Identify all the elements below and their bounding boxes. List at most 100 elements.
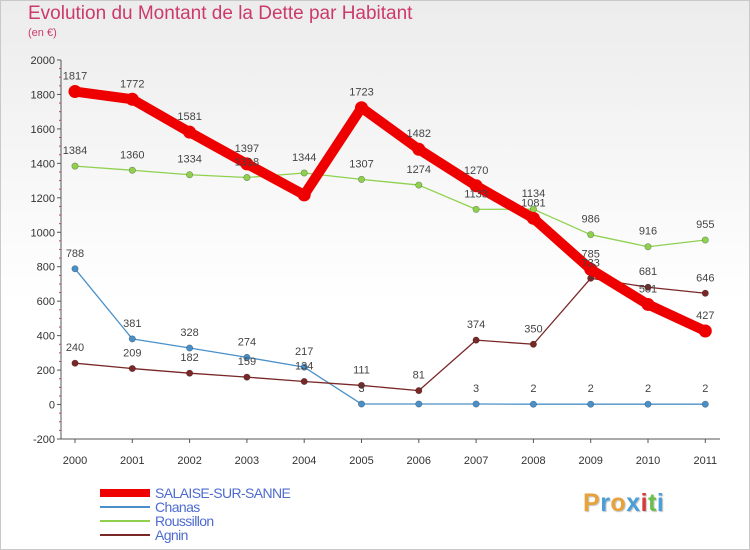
- data-label-roussillon: 986: [582, 214, 600, 226]
- legend-swatch-chanas: [100, 506, 150, 508]
- data-point-chanas: [300, 363, 308, 371]
- data-label-roussillon: 1134: [522, 188, 546, 200]
- data-label-roussillon: 1318: [235, 156, 259, 168]
- data-label-salaise-sur-sanne: 1397: [235, 143, 259, 155]
- data-label-agnin: 350: [524, 323, 542, 335]
- data-label-agnin: 81: [413, 370, 425, 382]
- data-point-agnin: [243, 373, 251, 381]
- data-label-chanas: 2: [588, 383, 594, 395]
- data-point-roussillon: [587, 231, 595, 239]
- data-label-agnin: 240: [66, 342, 84, 354]
- data-point-chanas: [644, 400, 652, 408]
- data-point-chanas: [472, 400, 480, 408]
- data-point-chanas: [71, 265, 79, 273]
- legend-item-chanas: Chanas: [100, 499, 360, 515]
- data-label-roussillon: 916: [639, 226, 657, 238]
- data-point-agnin: [529, 340, 537, 348]
- data-label-salaise-sur-sanne: 785: [582, 248, 600, 260]
- data-point-chanas: [701, 400, 709, 408]
- logo-letter: x: [626, 489, 641, 517]
- data-point-salaise-sur-sanne: [469, 179, 483, 193]
- data-point-roussillon: [186, 171, 194, 179]
- x-tick-label: 2000: [63, 455, 87, 467]
- legend-swatch-roussillon: [100, 520, 150, 522]
- data-label-roussillon: 1334: [177, 154, 201, 166]
- data-point-agnin: [701, 289, 709, 297]
- chart-subtitle: (en €): [28, 27, 57, 39]
- data-label-agnin: 111: [353, 364, 370, 376]
- data-label-agnin: 134: [295, 360, 313, 372]
- data-label-chanas: 2: [702, 383, 708, 395]
- data-point-roussillon: [128, 166, 136, 174]
- data-label-chanas: 3: [473, 383, 479, 395]
- data-label-salaise-sur-sanne: 1581: [177, 111, 201, 123]
- data-label-chanas: 328: [180, 327, 198, 339]
- data-point-agnin: [71, 359, 79, 367]
- series-line-salaise-sur-sanne: [70, 86, 711, 336]
- series-line-chanas: [74, 268, 706, 405]
- data-label-salaise-sur-sanne: 1772: [120, 78, 144, 90]
- data-point-agnin: [128, 365, 136, 373]
- data-point-salaise-sur-sanne: [125, 92, 139, 106]
- y-tick-label: 2000: [31, 55, 55, 67]
- series-layer: [68, 85, 712, 408]
- data-label-agnin: 182: [180, 352, 198, 364]
- data-point-roussillon: [701, 236, 709, 244]
- data-label-salaise-sur-sanne: 581: [639, 283, 657, 295]
- data-label-salaise-sur-sanne: 1081: [521, 197, 545, 209]
- y-tick-label: 1400: [31, 158, 55, 170]
- data-point-chanas: [587, 400, 595, 408]
- logo-letter: P: [583, 489, 601, 517]
- data-label-roussillon: 1274: [407, 164, 431, 176]
- data-point-agnin: [644, 283, 652, 291]
- data-label-chanas: 274: [238, 336, 256, 348]
- y-tick-label: 600: [37, 296, 55, 308]
- data-label-salaise-sur-sanne: 1270: [464, 165, 488, 177]
- x-tick-label: 2009: [578, 455, 602, 467]
- data-point-salaise-sur-sanne: [412, 142, 426, 156]
- chart-title: Evolution du Montant de la Dette par Hab…: [28, 3, 413, 24]
- data-label-salaise-sur-sanne: 1482: [407, 128, 431, 140]
- data-labels: 1817 1772 1581 1397 1723 1482 1270 1081 785 581 42…: [63, 71, 715, 396]
- legend-item-roussillon: Roussillon: [100, 513, 360, 529]
- x-tick-label: 2003: [235, 455, 259, 467]
- data-label-roussillon: 1344: [292, 152, 316, 164]
- series-line-roussillon: [74, 165, 706, 248]
- x-tick-label: 2011: [693, 455, 717, 467]
- data-point-agnin: [300, 377, 308, 385]
- x-tick-label: 2008: [521, 455, 545, 467]
- data-point-roussillon: [644, 243, 652, 251]
- data-label-roussillon: 1360: [120, 149, 144, 161]
- data-point-salaise-sur-sanne: [584, 262, 598, 276]
- legend-label-salaise: SALAISE-SUR-SANNE: [155, 485, 291, 501]
- data-label-agnin: 159: [238, 356, 256, 368]
- data-point-agnin: [357, 381, 365, 389]
- data-point-salaise-sur-sanne: [183, 125, 197, 139]
- data-point-chanas: [529, 400, 537, 408]
- data-point-salaise-sur-sanne: [240, 157, 254, 171]
- data-point-chanas: [128, 335, 136, 343]
- data-point-chanas: [357, 400, 365, 408]
- y-tick-label: 800: [37, 262, 55, 274]
- data-point-agnin: [415, 387, 423, 395]
- legend-swatch-salaise: [100, 489, 150, 497]
- data-point-agnin: [472, 336, 480, 344]
- y-tick-label: 1200: [31, 193, 55, 205]
- y-tick-label: 200: [37, 365, 55, 377]
- logo-letter: o: [610, 489, 627, 517]
- legend: SALAISE-SUR-SANNE Chanas Roussillon Agni…: [100, 485, 360, 543]
- data-label-agnin: 374: [467, 319, 485, 331]
- data-label-roussillon: 955: [696, 219, 714, 231]
- data-point-salaise-sur-sanne: [68, 85, 82, 99]
- data-point-chanas: [186, 344, 194, 352]
- legend-item-salaise: SALAISE-SUR-SANNE: [100, 485, 360, 501]
- data-label-salaise-sur-sanne: 1723: [349, 87, 373, 99]
- data-point-roussillon: [71, 162, 79, 170]
- data-point-salaise-sur-sanne: [297, 188, 311, 202]
- data-point-salaise-sur-sanne: [698, 324, 712, 338]
- y-tick-label: 1800: [31, 89, 55, 101]
- data-label-chanas: 2: [645, 383, 651, 395]
- data-label-roussillon: 1384: [63, 145, 87, 157]
